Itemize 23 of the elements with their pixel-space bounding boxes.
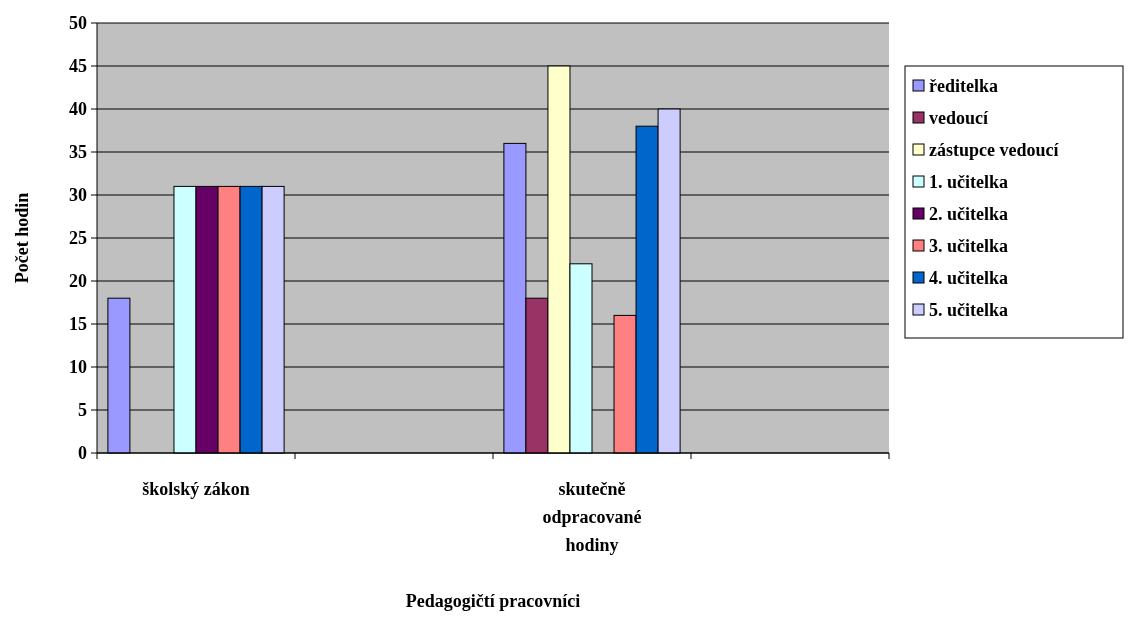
y-tick-label: 35 [69,142,87,163]
legend-label: 5. učitelka [929,300,1008,321]
legend-label: 2. učitelka [929,204,1008,225]
y-tick-label: 50 [69,13,87,34]
legend-label: 3. učitelka [929,236,1008,257]
legend-label: zástupce vedoucí [929,140,1060,161]
legend-label: ředitelka [929,76,998,97]
legend-label: 1. učitelka [929,172,1008,193]
y-tick-label: 20 [69,271,87,292]
y-tick-label: 40 [69,99,87,120]
x-axis-title: Pedagogičtí pracovníci [405,591,581,611]
y-tick-label: 30 [69,185,87,206]
y-tick-label: 5 [78,400,87,421]
y-tick-label: 0 [78,443,87,464]
y-tick-label: 10 [69,357,87,378]
legend-label: 4. učitelka [929,268,1008,289]
x-tick-label: školský zákon [142,479,250,499]
legend-label: vedoucí [929,108,989,129]
y-tick-label: 15 [69,314,87,335]
y-tick-label: 45 [69,56,87,77]
y-axis-title: Počet hodin [12,192,32,284]
y-tick-label: 25 [69,228,87,249]
x-tick-label: skutečně odpracované hodiny [542,479,642,555]
